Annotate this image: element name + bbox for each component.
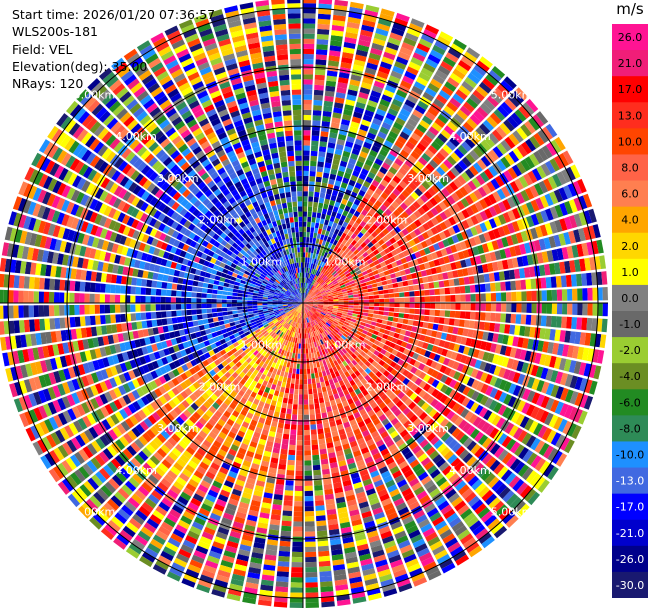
range-label: 2.00km	[199, 380, 241, 393]
colorbar-cell	[612, 441, 648, 469]
range-labels: 1.00km 1.00km 1.00km 1.00km 2.00km 2.00km 2.00…	[74, 88, 533, 518]
colorbar-tick-label: 2.0	[621, 240, 639, 253]
range-label: 4.00km	[449, 464, 491, 477]
colorbar-tick-label: -17.0	[616, 501, 644, 514]
colorbar-cell	[612, 389, 648, 416]
range-label: 3.00km	[157, 422, 199, 435]
colorbar-tick-label: -26.0	[616, 553, 644, 566]
range-label: 5.00km	[74, 88, 116, 101]
colorbar-cell	[612, 311, 648, 338]
start-time-label: Start time: 2026/01/20 07:36:57	[12, 7, 216, 22]
colorbar-cell	[612, 128, 648, 156]
colorbar-cell	[612, 284, 648, 312]
range-label: 5.00km	[491, 88, 533, 101]
range-rings	[0, 0, 608, 608]
colorbar-tick-label: -4.0	[619, 370, 640, 383]
colorbar-cell	[612, 232, 648, 260]
colorbar-cell	[612, 50, 648, 77]
colorbar-cell	[612, 415, 648, 443]
nrays-label: NRays: 120	[12, 76, 84, 92]
colorbar-cell	[612, 180, 648, 208]
range-label: 4.00km	[115, 130, 157, 143]
colorbar-tick-label: 0.0	[621, 292, 639, 305]
colorbar-tick-label: 17.0	[618, 83, 643, 96]
range-label: 2.00km	[199, 214, 241, 227]
field-label: Field: VEL	[12, 41, 73, 57]
colorbar-cell	[612, 571, 648, 598]
colorbar-cell	[612, 206, 648, 234]
colorbar-tick-label: 26.0	[618, 31, 643, 44]
colorbar-tick-label: -2.0	[619, 344, 640, 357]
instrument-label: WLS200s-181	[12, 24, 98, 40]
range-label: 1.00km	[324, 339, 366, 352]
colorbar-cell	[612, 24, 648, 51]
range-label: 2.00km	[366, 380, 408, 393]
colorbar-cell	[612, 363, 648, 390]
colorbar-cell	[612, 76, 648, 103]
range-label: 2.00km	[366, 214, 408, 227]
colorbar-cell	[612, 337, 648, 364]
colorbar-tick-label: 10.0	[618, 135, 643, 148]
colorbar-cell	[612, 258, 648, 286]
colorbar-tick-label: -13.0	[616, 475, 644, 488]
colorbar-tick-label: 21.0	[618, 57, 643, 70]
colorbar-tick-label: -21.0	[616, 527, 644, 540]
colorbar-tick-label: -8.0	[619, 422, 640, 435]
elevation-label: Elevation(deg): 35.00	[12, 58, 148, 74]
range-label: 5.00km	[491, 506, 533, 519]
range-label: 4.00km	[115, 464, 157, 477]
range-label: 3.00km	[407, 422, 449, 435]
range-label: 3.00km	[157, 172, 199, 185]
velocity-rays	[0, 0, 608, 608]
colorbar-cell	[612, 519, 648, 547]
scan-info: Start time: 2026/01/20 07:36:57 WLS200s-…	[12, 6, 215, 92]
colorbar-cell	[612, 467, 648, 495]
colorbar-cell	[612, 545, 648, 573]
colorbar-tick-label: 4.0	[621, 214, 639, 227]
range-label: 5.00km	[74, 506, 116, 519]
colorbar-cell	[612, 493, 648, 521]
range-label: 3.00km	[407, 172, 449, 185]
range-label: 1.00km	[241, 255, 283, 268]
colorbar-tick-label: -6.0	[619, 396, 640, 409]
colorbar: 26.0 21.0 17.0 13.0 10.0 8.0 6.0 4.0 2.0 1.0 0.0 -1…	[612, 24, 648, 598]
range-label: 1.00km	[241, 339, 283, 352]
colorbar-cell	[612, 102, 648, 129]
colorbar-tick-label: -1.0	[619, 318, 640, 331]
colorbar-tick-label: 13.0	[618, 109, 643, 122]
colorbar-cell	[612, 154, 648, 182]
colorbar-tick-label: -10.0	[616, 449, 644, 462]
colorbar-tick-label: -30.0	[616, 579, 644, 592]
colorbar-tick-label: 1.0	[621, 266, 639, 279]
colorbar-unit: m/s	[616, 0, 644, 18]
range-label: 1.00km	[324, 255, 366, 268]
range-label: 4.00km	[449, 130, 491, 143]
colorbar-tick-label: 8.0	[621, 162, 639, 175]
colorbar-tick-label: 6.0	[621, 188, 639, 201]
